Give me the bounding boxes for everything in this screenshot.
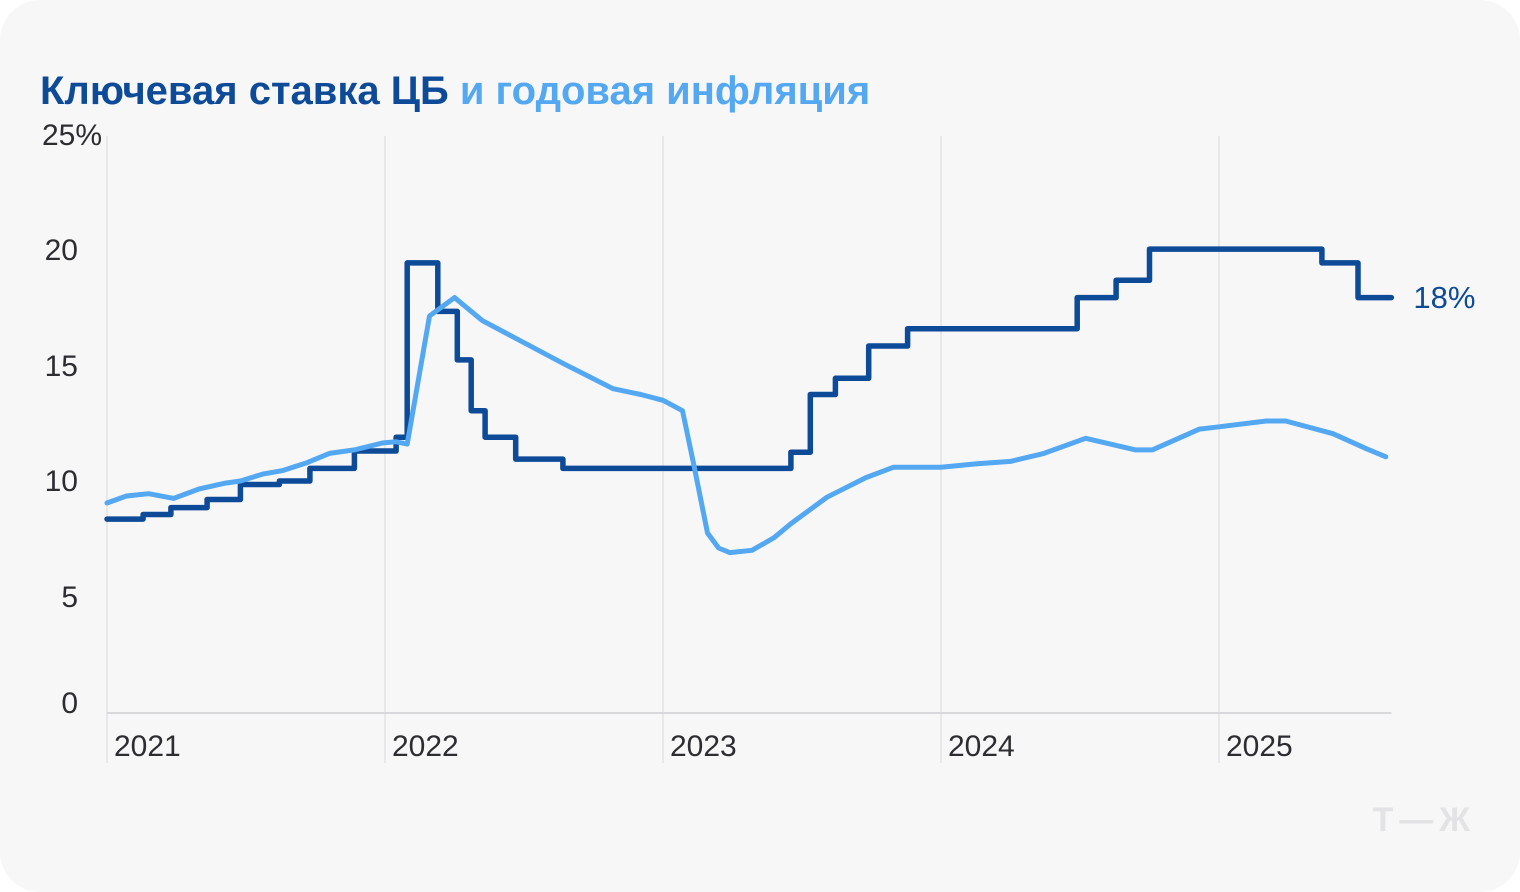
y-tick-label-0: 0: [61, 687, 78, 720]
x-tick-label-2023: 2023: [670, 730, 737, 763]
y-tick-label-20: 20: [44, 234, 78, 268]
x-tick-label-2022: 2022: [392, 730, 459, 763]
y-tick-label-25: 25%: [42, 119, 103, 152]
title-inflation: и годовая инфляция: [459, 68, 871, 113]
x-tick-label-2025: 2025: [1226, 730, 1293, 763]
y-tick-label-5: 5: [61, 580, 78, 614]
x-tick-label-2024: 2024: [948, 730, 1015, 763]
y-tick-label-15: 15: [44, 349, 78, 383]
rate-annotation-label: 18%: [1413, 279, 1476, 315]
inflation-line: [104, 295, 1389, 556]
y-tick-label-10: 10: [44, 465, 78, 499]
tj-logo: Т—Ж: [1372, 801, 1476, 839]
key-rate-line: [104, 246, 1395, 522]
title-key-rate: Ключевая ставка ЦБ: [40, 68, 449, 113]
x-tick-label-2021: 2021: [114, 730, 181, 763]
chart-title: Ключевая ставка ЦБ и годовая инфляция: [40, 67, 870, 115]
